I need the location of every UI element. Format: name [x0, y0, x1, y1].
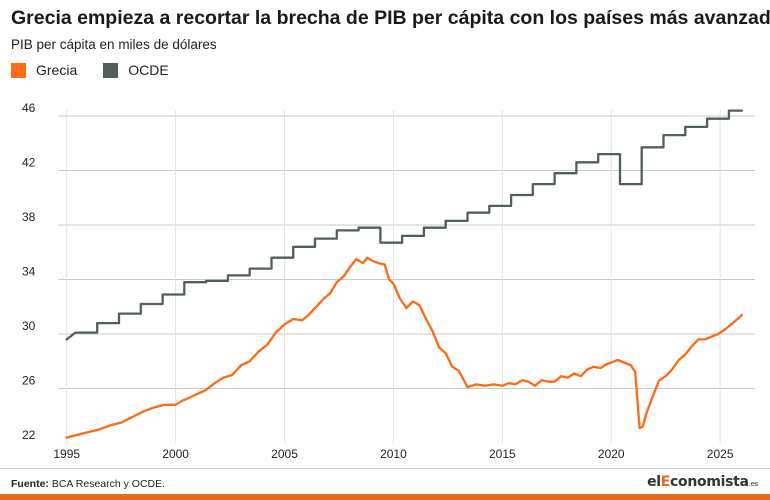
- legend-label-ocde: OCDE: [128, 62, 169, 78]
- logo-text-suffix: .es: [748, 480, 759, 488]
- logo-text-e: E: [660, 474, 671, 490]
- series-line-grecia: [65, 256, 744, 439]
- y-tick-label: 46: [22, 101, 36, 115]
- source-text: BCA Research y OCDE.: [51, 478, 166, 490]
- y-tick-label: 42: [22, 156, 36, 170]
- x-tick-label: 2015: [489, 447, 516, 461]
- y-tick-label: 30: [22, 319, 36, 333]
- brand-bar: [0, 494, 770, 500]
- x-tick-label: 2010: [380, 447, 407, 461]
- line-chart: 22 26 30 34 38 42 46 1995 2000 2005 2010 2015 2020 20…: [22, 101, 755, 461]
- y-tick-label: 22: [22, 428, 36, 442]
- y-tick-label: 26: [22, 374, 36, 388]
- x-tick-label: 1995: [53, 447, 80, 461]
- x-tick-label: 2025: [707, 447, 734, 461]
- footer-divider: [0, 468, 770, 469]
- eleconomista-logo[interactable]: elEconomista.es: [647, 474, 758, 490]
- x-tick-label: 2000: [162, 447, 189, 461]
- y-tick-label: 38: [22, 210, 36, 224]
- logo-text-el: el: [647, 474, 661, 490]
- legend-swatch-ocde: [103, 62, 119, 78]
- legend: Grecia OCDE: [11, 62, 195, 78]
- x-tick-label: 2005: [271, 447, 298, 461]
- legend-swatch-grecia: [11, 62, 26, 78]
- logo-text-conomista: conomista: [670, 474, 749, 490]
- legend-item-ocde: OCDE: [103, 62, 169, 78]
- chart-title: Grecia empieza a recortar la brecha de P…: [11, 7, 770, 29]
- source-note: Fuente: BCA Research y OCDE.: [11, 478, 165, 490]
- legend-item-grecia: Grecia: [11, 62, 77, 78]
- source-label: Fuente:: [11, 478, 49, 490]
- legend-label-grecia: Grecia: [36, 62, 78, 78]
- y-tick-label: 34: [22, 265, 36, 279]
- x-tick-label: 2020: [598, 447, 625, 461]
- chart-subtitle: PIB per cápita en miles de dólares: [11, 37, 217, 52]
- series-line-ocde: [65, 109, 744, 341]
